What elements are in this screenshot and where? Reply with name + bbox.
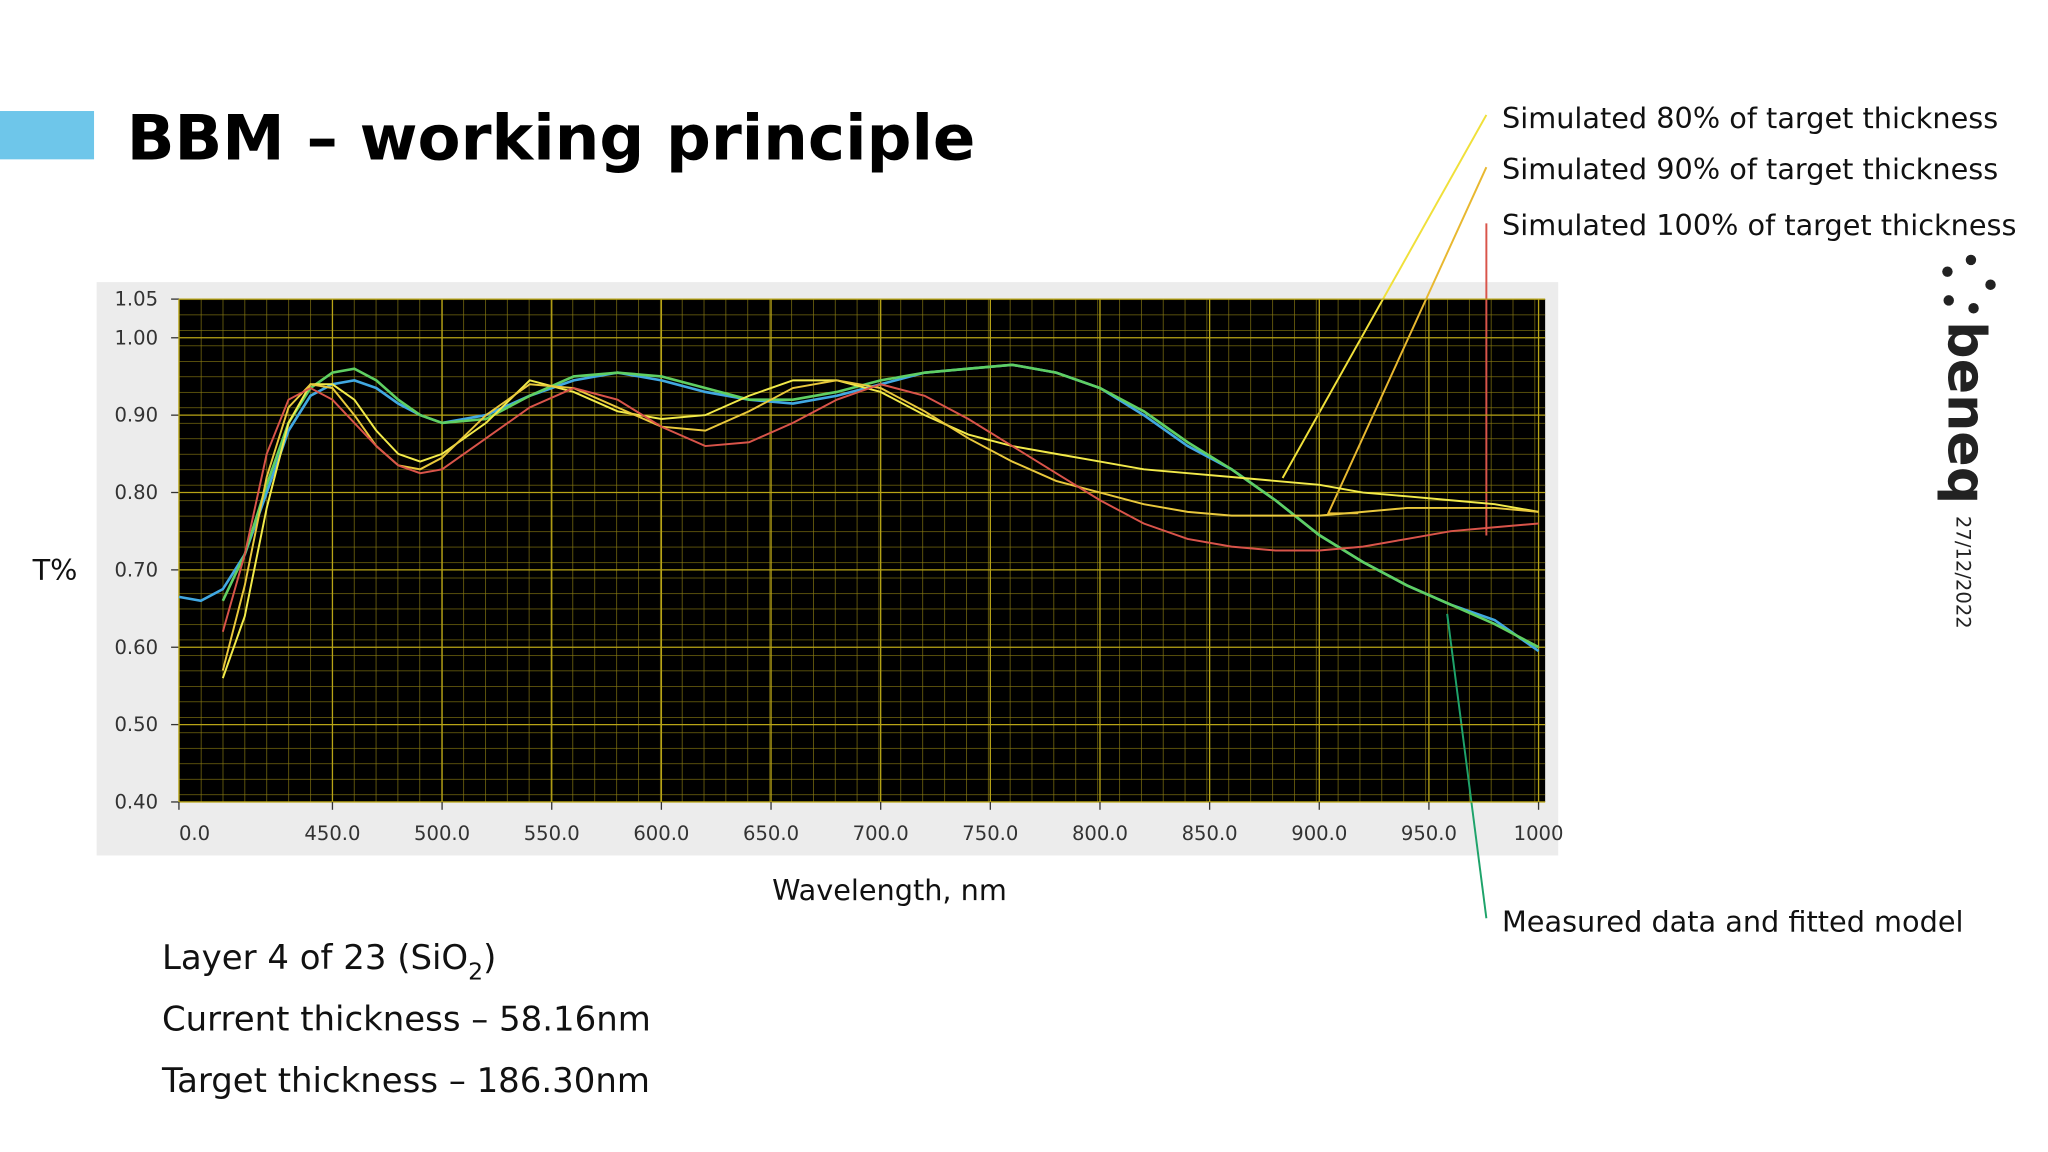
x-tick-label: 700.0 xyxy=(853,822,909,845)
y-tick-label: 0.80 xyxy=(114,481,158,504)
y-tick-label: 0.70 xyxy=(114,558,158,581)
slide-title: BBM – working principle xyxy=(127,101,976,174)
note-text: ) xyxy=(483,938,496,978)
note: Target thickness – 186.30nm xyxy=(161,1061,650,1101)
leader-line xyxy=(1446,613,1488,919)
note: Current thickness – 58.16nm xyxy=(162,1000,651,1040)
logo: beneq xyxy=(1936,254,1996,504)
note: Layer 4 of 23 (SiO2) xyxy=(162,938,496,985)
y-tick-label: 0.50 xyxy=(114,713,158,736)
x-tick-label: 500.0 xyxy=(414,822,470,845)
x-tick-label: 600.0 xyxy=(633,822,689,845)
series-line xyxy=(221,383,1539,633)
x-tick-label: 0.0 xyxy=(179,822,210,845)
x-tick-label: 900.0 xyxy=(1291,822,1347,845)
y-tick-label: 0.90 xyxy=(114,404,158,427)
legend-entry: Simulated 90% of target thickness xyxy=(1502,152,1998,186)
x-tick-label: 950.0 xyxy=(1401,822,1457,845)
x-tick-label: 550.0 xyxy=(524,822,580,845)
note-subscript: 2 xyxy=(468,958,483,986)
x-tick-label: 750.0 xyxy=(962,822,1018,845)
x-axis-label: Wavelength, nm xyxy=(772,873,1007,907)
logo-text: beneq xyxy=(1936,321,1996,504)
legend-entry: Simulated 80% of target thickness xyxy=(1502,101,1998,135)
y-tick-label: 1.00 xyxy=(114,326,158,349)
series-line xyxy=(221,379,1539,671)
x-tick-label: 1000 xyxy=(1514,822,1564,845)
y-axis-label: T% xyxy=(32,553,78,587)
legend-entry: Simulated 100% of target thickness xyxy=(1502,208,2016,242)
date: 27/12/2022 xyxy=(1952,516,1975,629)
x-tick-label: 650.0 xyxy=(743,822,799,845)
title-accent xyxy=(0,111,95,160)
leader-line xyxy=(1281,114,1488,479)
x-tick-label: 800.0 xyxy=(1072,822,1128,845)
series-line xyxy=(221,379,1539,679)
y-tick-label: 0.60 xyxy=(114,636,158,659)
y-tick-label: 0.40 xyxy=(114,790,158,813)
x-tick-label: 850.0 xyxy=(1182,822,1238,845)
x-tick-label: 450.0 xyxy=(304,822,360,845)
annotation: Measured data and fitted model xyxy=(1502,904,1963,938)
y-tick-label: 1.05 xyxy=(114,288,158,311)
note-text: Layer 4 of 23 (SiO xyxy=(162,938,468,978)
